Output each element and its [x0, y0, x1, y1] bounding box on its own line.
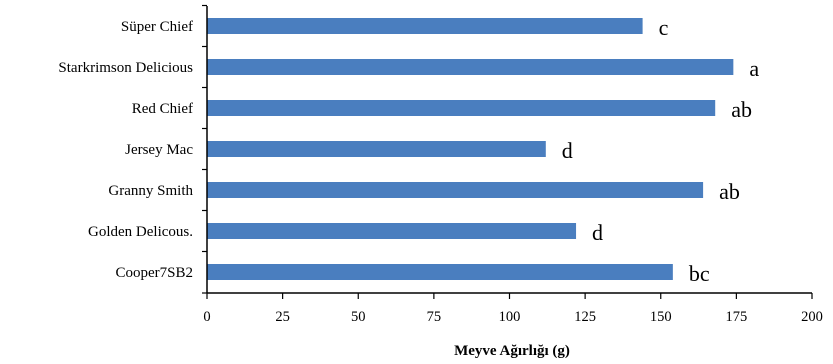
- significance-label: d: [562, 138, 573, 163]
- x-tick-label: 50: [351, 309, 366, 325]
- significance-labels: c a ab d ab d bc: [562, 15, 760, 286]
- significance-label: ab: [731, 97, 752, 122]
- category-label: Jersey Mac: [125, 142, 193, 158]
- significance-label: ab: [719, 179, 740, 204]
- x-tick-label: 175: [726, 309, 748, 325]
- x-tick-label: 200: [801, 309, 823, 325]
- x-tick-label: 25: [275, 309, 290, 325]
- x-tick-label: 100: [499, 309, 521, 325]
- category-label: Golden Delicous.: [88, 224, 193, 240]
- category-label: Granny Smith: [108, 183, 193, 199]
- category-label: Red Chief: [132, 101, 193, 117]
- x-tick-label: 0: [203, 309, 210, 325]
- x-tick-label: 150: [650, 309, 672, 325]
- significance-label: a: [749, 56, 759, 81]
- bar-s-per-chief: [207, 18, 643, 34]
- bar-red-chief: [207, 100, 716, 116]
- category-labels: Süper Chief Starkrimson Delicious Red Chie…: [58, 19, 193, 281]
- x-ticks: 0 25 50 75 100 125 150 175 200: [202, 292, 823, 325]
- significance-label: d: [592, 220, 603, 245]
- bar-starkrimson-delicious: [207, 59, 734, 75]
- significance-label: bc: [689, 261, 710, 286]
- category-label: Süper Chief: [121, 19, 193, 35]
- x-axis-title: Meyve Ağırlığı (g): [454, 343, 570, 359]
- bar-jersey-mac: [207, 141, 546, 157]
- bar-granny-smith: [207, 182, 704, 198]
- category-label: Starkrimson Delicious: [58, 60, 193, 76]
- significance-label: c: [659, 15, 669, 40]
- bars: [202, 4, 734, 280]
- bar-cooper7sb2: [207, 264, 673, 280]
- category-label: Cooper7SB2: [115, 265, 193, 281]
- x-tick-label: 125: [574, 309, 596, 325]
- x-tick-label: 75: [427, 309, 442, 325]
- bar-golden-delicous: [207, 223, 577, 239]
